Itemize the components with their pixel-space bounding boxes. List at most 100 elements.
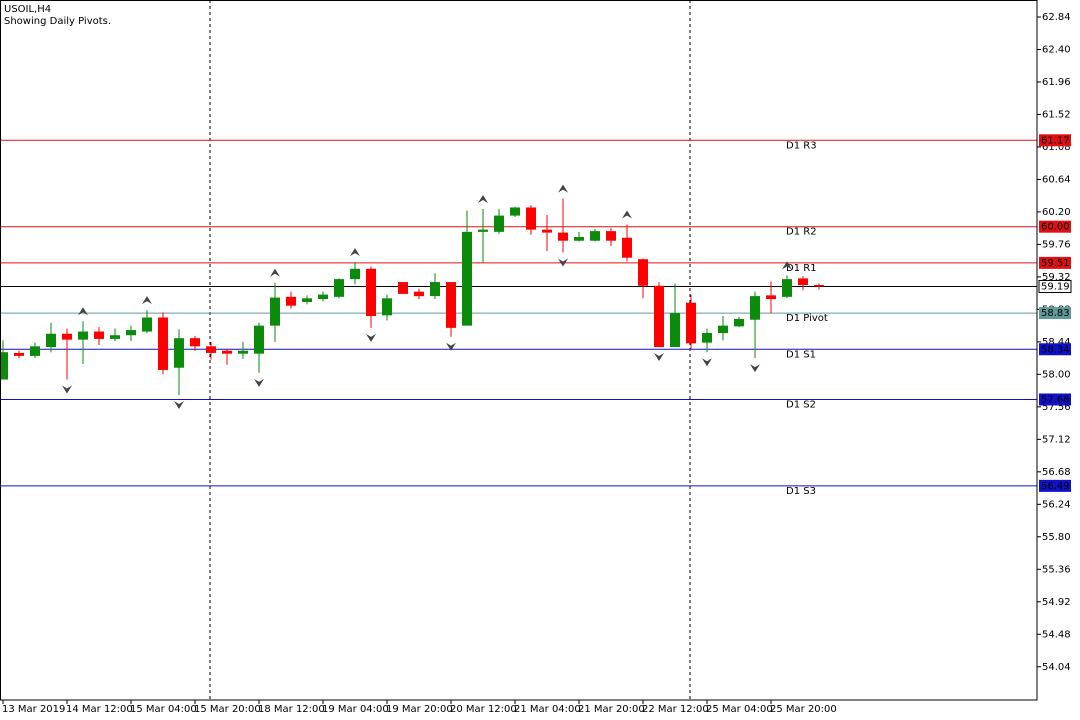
pivot-price-box [1039, 479, 1071, 492]
pivot-name: D1 S3 [786, 486, 816, 497]
pivot-name: D1 R1 [786, 263, 817, 274]
candle-body [334, 279, 344, 297]
pivot-price-box [1039, 343, 1071, 356]
candle-body [542, 229, 552, 233]
candle-body [478, 229, 488, 232]
fractal-down [750, 364, 760, 373]
y-tick-label: 60.64 [1042, 174, 1071, 185]
fractal-up [622, 210, 632, 219]
candle-body [318, 294, 328, 300]
candle-body [622, 237, 632, 258]
candle-body [734, 318, 744, 327]
fractal-down [174, 401, 184, 410]
y-tick-label: 61.52 [1042, 109, 1071, 120]
fractal-up [78, 307, 88, 316]
y-tick-label: 57.56 [1042, 402, 1071, 413]
fractal-up [782, 261, 792, 270]
y-tick-label: 57.12 [1042, 434, 1071, 445]
pivot-price-label: 58.83 [1041, 308, 1070, 319]
y-tick-label: 55.36 [1042, 564, 1071, 575]
fractal-up [270, 268, 280, 277]
y-tick-label: 54.92 [1042, 597, 1071, 608]
pivot-price-label: 57.66 [1041, 394, 1070, 405]
candle-body [590, 231, 600, 241]
fractal-down [62, 385, 72, 394]
fractal-up [558, 184, 568, 193]
candle-body [254, 325, 264, 354]
pivot-price-box [1039, 307, 1071, 320]
candle-body [158, 317, 168, 370]
x-tick-label: 18 Mar 12:00 [258, 704, 325, 715]
fractal-down [366, 333, 376, 342]
candle-body [366, 268, 376, 317]
candle-body [414, 291, 424, 297]
y-tick-label: 54.48 [1042, 629, 1071, 640]
x-tick-label: 15 Mar 20:00 [194, 704, 261, 715]
candle-body [446, 282, 456, 328]
candle-body [558, 232, 568, 241]
candle-body [782, 279, 792, 297]
chart-title: USOIL,H4 [4, 4, 51, 15]
current-price-box [1038, 279, 1072, 293]
candle-body [654, 285, 664, 348]
candle-body [814, 285, 824, 287]
candle-body [430, 282, 440, 297]
fractal-down [446, 342, 456, 351]
x-tick-label: 22 Mar 12:00 [642, 704, 709, 715]
candle-body [638, 259, 648, 286]
y-tick-label: 59.76 [1042, 239, 1071, 250]
candle-body [14, 352, 24, 356]
candle-body [606, 231, 616, 241]
candle-body [350, 268, 360, 280]
candle-body [750, 296, 760, 320]
y-tick-label: 58.00 [1042, 369, 1071, 380]
candle-body [174, 338, 184, 368]
pivot-price-label: 59.51 [1041, 258, 1070, 269]
candle-body [398, 282, 408, 294]
candle-body [702, 333, 712, 343]
x-tick-label: 25 Mar 20:00 [770, 704, 837, 715]
current-price-label: 59.19 [1041, 281, 1070, 292]
candle-body [94, 331, 104, 339]
pivot-price-label: 60.00 [1041, 222, 1070, 233]
candle-body [670, 313, 680, 348]
fractal-down [702, 358, 712, 367]
candle-body [142, 317, 152, 332]
pivot-price-label: 58.34 [1041, 344, 1070, 355]
candle-body [462, 231, 472, 326]
y-tick-label: 54.04 [1042, 662, 1071, 673]
candle-body [526, 207, 536, 230]
y-tick-label: 59.32 [1042, 272, 1071, 283]
y-tick-label: 62.40 [1042, 44, 1071, 55]
fractal-down [254, 378, 264, 387]
candle-body [686, 302, 696, 344]
pivot-price-label: 56.49 [1041, 481, 1070, 492]
x-tick-label: 20 Mar 12:00 [450, 704, 517, 715]
fractal-up [142, 296, 152, 305]
candle-body [574, 237, 584, 241]
candle-body [206, 346, 216, 353]
candle-body [30, 346, 40, 356]
y-tick-label: 58.44 [1042, 337, 1071, 348]
candle-body [382, 298, 392, 316]
plot-frame [0, 0, 1038, 701]
pivot-price-label: 61.17 [1041, 135, 1070, 146]
candle-body [494, 215, 504, 232]
pivot-price-box [1039, 393, 1071, 406]
pivot-price-box [1039, 256, 1071, 269]
candle-body [126, 330, 136, 336]
pivot-name: D1 R2 [786, 227, 817, 238]
candle-body [302, 298, 312, 303]
pivot-name: D1 Pivot [786, 313, 828, 324]
candle-body [270, 297, 280, 326]
pivot-price-box [1039, 220, 1071, 233]
candle-body [798, 278, 808, 286]
candle-body [110, 335, 120, 339]
y-tick-label: 55.80 [1042, 532, 1071, 543]
x-tick-label: 14 Mar 12:00 [66, 704, 133, 715]
pivot-price-box [1039, 134, 1071, 147]
x-tick-label: 21 Mar 04:00 [514, 704, 581, 715]
candle-body [718, 325, 728, 334]
x-tick-label: 19 Mar 04:00 [322, 704, 389, 715]
